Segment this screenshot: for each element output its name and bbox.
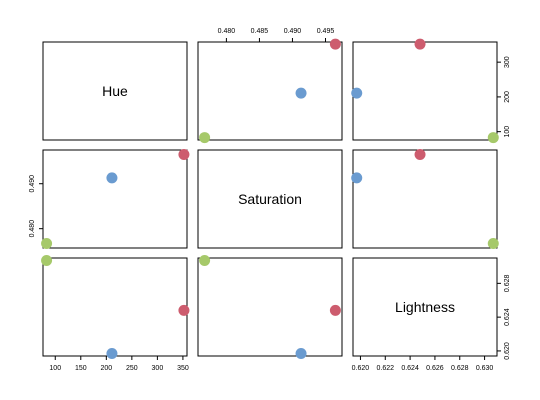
point-0-saturation-vs-lightness bbox=[414, 148, 426, 160]
bottom-tick-label-hue: 100 bbox=[49, 365, 61, 372]
left-tick-label-saturation: 0.490 bbox=[29, 175, 36, 193]
bottom-tick-label-lightness: 0.630 bbox=[476, 365, 494, 372]
point-2-lightness-vs-hue bbox=[41, 255, 53, 267]
bottom-tick-label-lightness: 0.628 bbox=[451, 365, 469, 372]
panel-hue-vs-hue bbox=[42, 41, 188, 141]
point-2-saturation-vs-hue bbox=[41, 238, 53, 250]
bottom-tick-label-hue: 350 bbox=[177, 365, 189, 372]
panel-hue-vs-lightness bbox=[352, 41, 498, 141]
point-2-saturation-vs-lightness bbox=[487, 238, 499, 250]
diagonal-label-hue: Hue bbox=[102, 83, 128, 99]
bottom-tick-label-hue: 150 bbox=[75, 365, 87, 372]
right-tick-label-hue: 100 bbox=[504, 126, 511, 138]
left-tick-label-saturation: 0.480 bbox=[29, 220, 36, 238]
right-tick-label-lightness: 0.628 bbox=[504, 274, 511, 292]
right-tick-label-hue: 300 bbox=[504, 56, 511, 68]
right-tick-label-lightness: 0.620 bbox=[504, 342, 511, 360]
panel-lightness-vs-saturation bbox=[197, 257, 343, 357]
point-1-lightness-vs-saturation bbox=[295, 347, 307, 359]
right-tick-label-lightness: 0.624 bbox=[504, 308, 511, 326]
panel-saturation-vs-lightness bbox=[352, 149, 498, 249]
panel-saturation-vs-hue bbox=[42, 149, 188, 249]
diagonal-label-saturation: Saturation bbox=[238, 191, 302, 207]
bottom-tick-label-lightness: 0.626 bbox=[426, 365, 444, 372]
point-2-lightness-vs-saturation bbox=[199, 255, 211, 267]
point-2-hue-vs-lightness bbox=[487, 132, 499, 144]
point-2-hue-vs-saturation bbox=[199, 132, 211, 144]
bottom-tick-label-lightness: 0.622 bbox=[377, 365, 395, 372]
diagonal-label-lightness: Lightness bbox=[395, 299, 455, 315]
top-tick-label-saturation: 0.485 bbox=[251, 28, 269, 35]
point-0-lightness-vs-hue bbox=[178, 304, 190, 316]
panel-saturation-vs-saturation bbox=[197, 149, 343, 249]
top-tick-label-saturation: 0.495 bbox=[317, 28, 335, 35]
point-0-saturation-vs-hue bbox=[178, 148, 190, 160]
point-0-hue-vs-lightness bbox=[414, 38, 426, 50]
bottom-tick-label-hue: 300 bbox=[152, 365, 164, 372]
bottom-tick-label-lightness: 0.620 bbox=[352, 365, 370, 372]
top-tick-label-saturation: 0.480 bbox=[218, 28, 236, 35]
point-0-lightness-vs-saturation bbox=[329, 304, 341, 316]
panel-lightness-vs-lightness bbox=[352, 257, 498, 357]
panel-hue-vs-saturation bbox=[197, 41, 343, 141]
right-tick-label-hue: 200 bbox=[504, 91, 511, 103]
panel-lightness-vs-hue bbox=[42, 257, 188, 357]
bottom-tick-label-lightness: 0.624 bbox=[401, 365, 419, 372]
point-1-hue-vs-lightness bbox=[351, 87, 363, 99]
point-1-lightness-vs-hue bbox=[106, 347, 118, 359]
point-1-saturation-vs-lightness bbox=[351, 172, 363, 184]
bottom-tick-label-hue: 250 bbox=[126, 365, 138, 372]
top-tick-label-saturation: 0.490 bbox=[284, 28, 302, 35]
point-1-hue-vs-saturation bbox=[295, 87, 307, 99]
point-1-saturation-vs-hue bbox=[106, 172, 118, 184]
point-0-hue-vs-saturation bbox=[329, 38, 341, 50]
bottom-tick-label-hue: 200 bbox=[100, 365, 112, 372]
